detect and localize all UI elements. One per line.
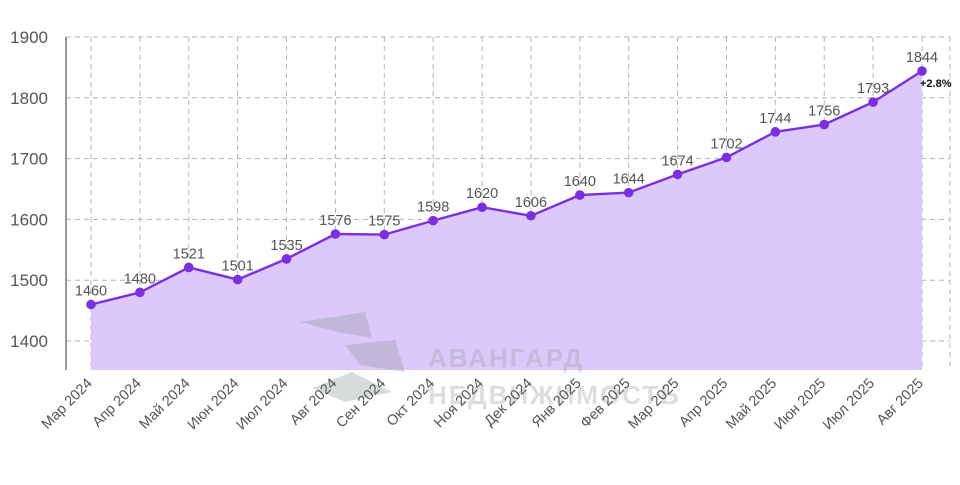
data-marker: [819, 119, 830, 130]
data-marker: [281, 254, 292, 264]
y-tick-label: 1500: [10, 271, 48, 290]
data-label: 1598: [417, 200, 449, 216]
x-tick-label: Июн 2025: [771, 376, 829, 434]
data-label: 1501: [222, 259, 254, 275]
data-label: 1575: [368, 214, 400, 230]
watermark-line2: НЕДВИЖИМОСТЬ: [428, 380, 681, 410]
watermark-logo-icon: [300, 312, 405, 402]
data-marker: [183, 262, 194, 273]
y-tick-label: 1800: [10, 89, 48, 108]
data-marker: [135, 287, 145, 298]
data-marker: [917, 66, 927, 76]
area-fill: [91, 71, 922, 370]
data-label: 1521: [173, 246, 205, 262]
data-marker: [623, 187, 634, 198]
x-tick-label: Июл 2024: [234, 376, 292, 434]
data-label: 1576: [319, 213, 351, 229]
y-tick-label: 1600: [10, 210, 48, 229]
data-marker: [868, 97, 878, 107]
data-marker: [672, 169, 683, 180]
data-marker: [770, 127, 781, 137]
growth-annotation: +2.8%: [920, 78, 952, 90]
watermark: АВАНГАРД НЕДВИЖИМОСТЬ: [300, 312, 681, 410]
data-label: 1606: [515, 195, 547, 211]
data-label: 1756: [808, 104, 840, 120]
y-tick-label: 1700: [10, 150, 48, 169]
data-label: 1644: [613, 172, 645, 188]
watermark-line1: АВАНГАРД: [428, 343, 584, 373]
data-markers: [86, 66, 927, 310]
data-labels: 1460 1480 1521 1501 1535 1576 1575 1598 1620 1606…: [75, 50, 938, 299]
x-tick-label: Июн 2024: [185, 376, 243, 434]
data-label: 1702: [710, 136, 742, 152]
y-tick-label: 1900: [10, 28, 48, 47]
data-marker: [330, 229, 341, 239]
data-label: 1480: [124, 271, 156, 287]
data-marker: [232, 274, 243, 285]
x-tick-label: Июл 2025: [820, 376, 878, 434]
data-label: 1535: [270, 238, 302, 254]
x-tick-label: Авг 2025: [874, 376, 927, 429]
y-tick-label: 1400: [10, 332, 48, 351]
data-label: 1460: [75, 284, 107, 300]
data-marker: [526, 210, 536, 221]
x-tick-label: Май 2025: [723, 376, 780, 433]
data-marker: [575, 190, 585, 200]
data-marker: [379, 229, 390, 240]
data-label: 1640: [564, 174, 596, 190]
data-marker: [86, 299, 96, 310]
x-tick-label: Май 2024: [137, 376, 194, 433]
data-marker: [477, 202, 487, 213]
series-line: [90, 69, 923, 306]
data-label: 1744: [759, 111, 791, 127]
data-label: 1793: [857, 81, 889, 97]
data-marker: [721, 152, 732, 163]
data-label: 1844: [906, 50, 938, 66]
data-label: 1674: [661, 153, 693, 169]
y-axis-tick-labels: 1400 1500 1600 1700 1800 1900: [10, 28, 48, 351]
data-label: 1620: [466, 186, 498, 202]
data-marker: [428, 215, 438, 226]
x-tick-label: Мар 2024: [39, 376, 96, 433]
x-tick-label: Авг 2024: [287, 376, 340, 429]
